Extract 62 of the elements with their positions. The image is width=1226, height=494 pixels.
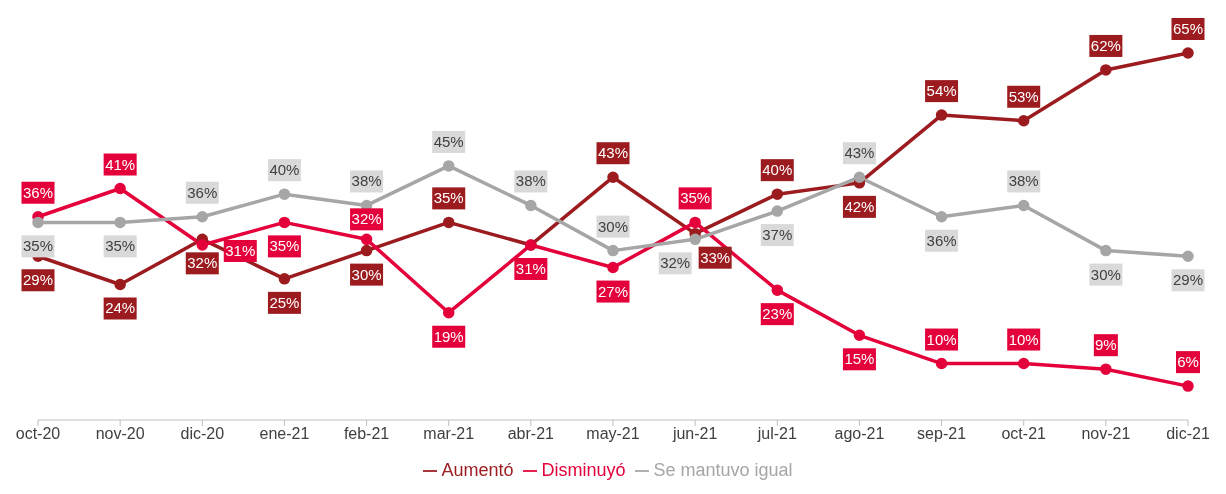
data-label: 31% [515,259,546,277]
data-label: 6% [1177,353,1199,371]
data-label: 10% [926,330,957,348]
data-label: 35% [680,189,711,207]
x-tick-label: nov-21 [1081,425,1131,443]
x-tick-label: oct-21 [1001,425,1047,443]
data-label: 41% [105,155,136,173]
x-tick-label: oct-20 [15,425,61,443]
x-tick-label: may-21 [586,425,640,443]
data-label: 29% [1172,271,1204,289]
data-label: 19% [433,327,464,345]
data-label: 38% [515,172,546,190]
data-label: 33% [700,248,731,266]
x-tick-label: ago-21 [834,425,885,443]
data-label: 54% [926,82,957,100]
data-label: 23% [762,305,793,323]
data-label: 43% [844,144,875,162]
data-label: 38% [1008,172,1039,190]
data-label: 36% [187,183,218,201]
data-label: 30% [1090,265,1121,283]
data-label: 36% [926,231,957,249]
data-label: 24% [105,299,136,317]
x-tick-label: sep-21 [917,425,967,443]
x-tick-label: ene-21 [259,425,310,443]
data-label: 40% [762,161,793,179]
data-label: 65% [1172,20,1204,37]
data-label: 35% [433,189,464,207]
x-tick-label: mar-21 [423,425,475,443]
data-label: 53% [1008,87,1039,105]
data-label: 27% [597,282,629,300]
x-tick-label: jun-21 [671,425,718,443]
data-label: 43% [597,144,629,162]
data-label: 32% [660,254,691,272]
data-label: 30% [597,217,629,235]
legend-label: Disminuyó [541,460,626,480]
x-tick-label: dic-21 [1166,425,1210,443]
data-label: 15% [844,350,875,368]
data-label: 45% [433,132,464,150]
data-label: 9% [1095,336,1117,354]
x-tick-label: nov-20 [95,425,145,443]
legend-label: Aumentó [441,460,514,480]
data-label: 35% [269,237,300,255]
data-label: 38% [351,172,382,190]
data-label: 36% [22,183,54,201]
legend-label: Se mantuvo igual [653,460,793,480]
data-label: 35% [105,237,136,255]
data-label: 30% [351,265,382,283]
data-label: 32% [351,210,382,228]
x-tick-label: abr-21 [507,425,555,443]
x-tick-label: feb-21 [343,425,390,443]
data-label: 10% [1008,330,1039,348]
data-label: 29% [22,271,54,289]
data-label: 31% [225,241,256,259]
data-label: 42% [844,197,875,215]
x-tick-label: jul-21 [756,425,797,443]
data-label: 32% [187,254,218,272]
data-label: 25% [269,293,300,311]
data-label: 62% [1090,36,1121,54]
x-tick-label: dic-20 [180,425,225,443]
data-label: 35% [22,237,54,255]
data-label: 37% [762,226,793,244]
data-label: 40% [269,161,300,179]
